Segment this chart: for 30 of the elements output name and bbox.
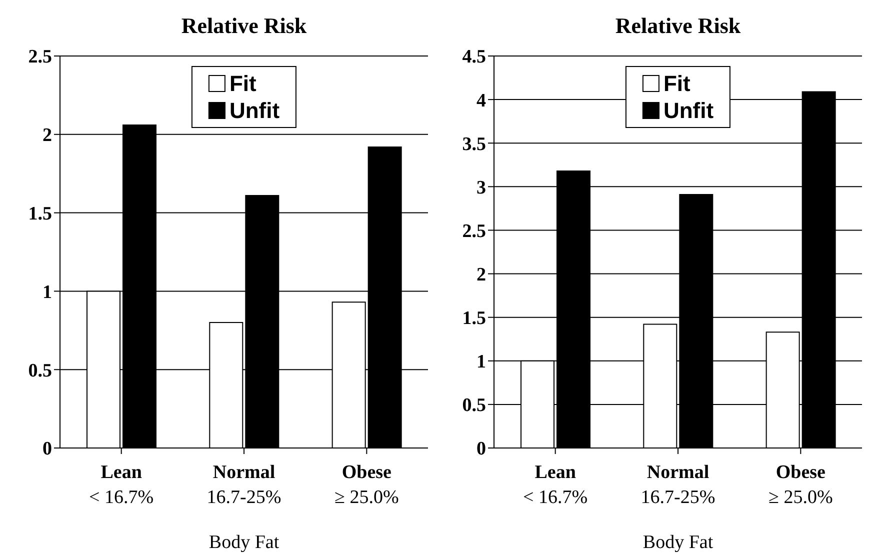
x-tick-label: Lean < 16.7% bbox=[523, 462, 588, 508]
x-tick-label: Lean < 16.7% bbox=[89, 462, 154, 508]
y-tick-label: 2 bbox=[42, 125, 52, 146]
y-tick-label: 0.5 bbox=[462, 395, 486, 416]
legend-label: Unfit bbox=[663, 97, 714, 124]
legend-label: Unfit bbox=[229, 97, 280, 124]
y-tick-label: 4 bbox=[476, 90, 486, 112]
y-tick-label: 2.5 bbox=[28, 46, 52, 68]
y-tick-label: 1.5 bbox=[462, 308, 486, 330]
x-axis-title: Body Fat bbox=[642, 532, 714, 553]
x-tick-label: Obese ≥ 25.0% bbox=[768, 462, 833, 508]
y-tick-label: 0 bbox=[476, 438, 486, 460]
y-tick-label: 2 bbox=[476, 264, 486, 286]
legend-label: Fit bbox=[663, 70, 690, 97]
y-tick-label: 3 bbox=[476, 177, 486, 198]
y-tick-label: 3.5 bbox=[462, 134, 486, 155]
x-axis-title: Body Fat bbox=[208, 532, 280, 553]
y-tick-label: 0 bbox=[42, 438, 52, 460]
x-tick-label: Normal 16.7-25% bbox=[206, 462, 282, 508]
chart-title: Relative Risk bbox=[614, 12, 742, 40]
chart-title: Relative Risk bbox=[180, 12, 308, 40]
y-tick-label: 0.5 bbox=[28, 360, 52, 382]
y-tick-label: 4.5 bbox=[462, 46, 486, 68]
y-tick-label: 1.5 bbox=[28, 204, 52, 225]
legend-label: Fit bbox=[229, 70, 256, 97]
y-tick-label: 1 bbox=[42, 282, 52, 303]
x-tick-label: Obese ≥ 25.0% bbox=[334, 462, 399, 508]
x-tick-label: Normal 16.7-25% bbox=[640, 462, 716, 508]
y-tick-label: 2.5 bbox=[462, 220, 486, 242]
y-tick-label: 1 bbox=[476, 352, 486, 373]
